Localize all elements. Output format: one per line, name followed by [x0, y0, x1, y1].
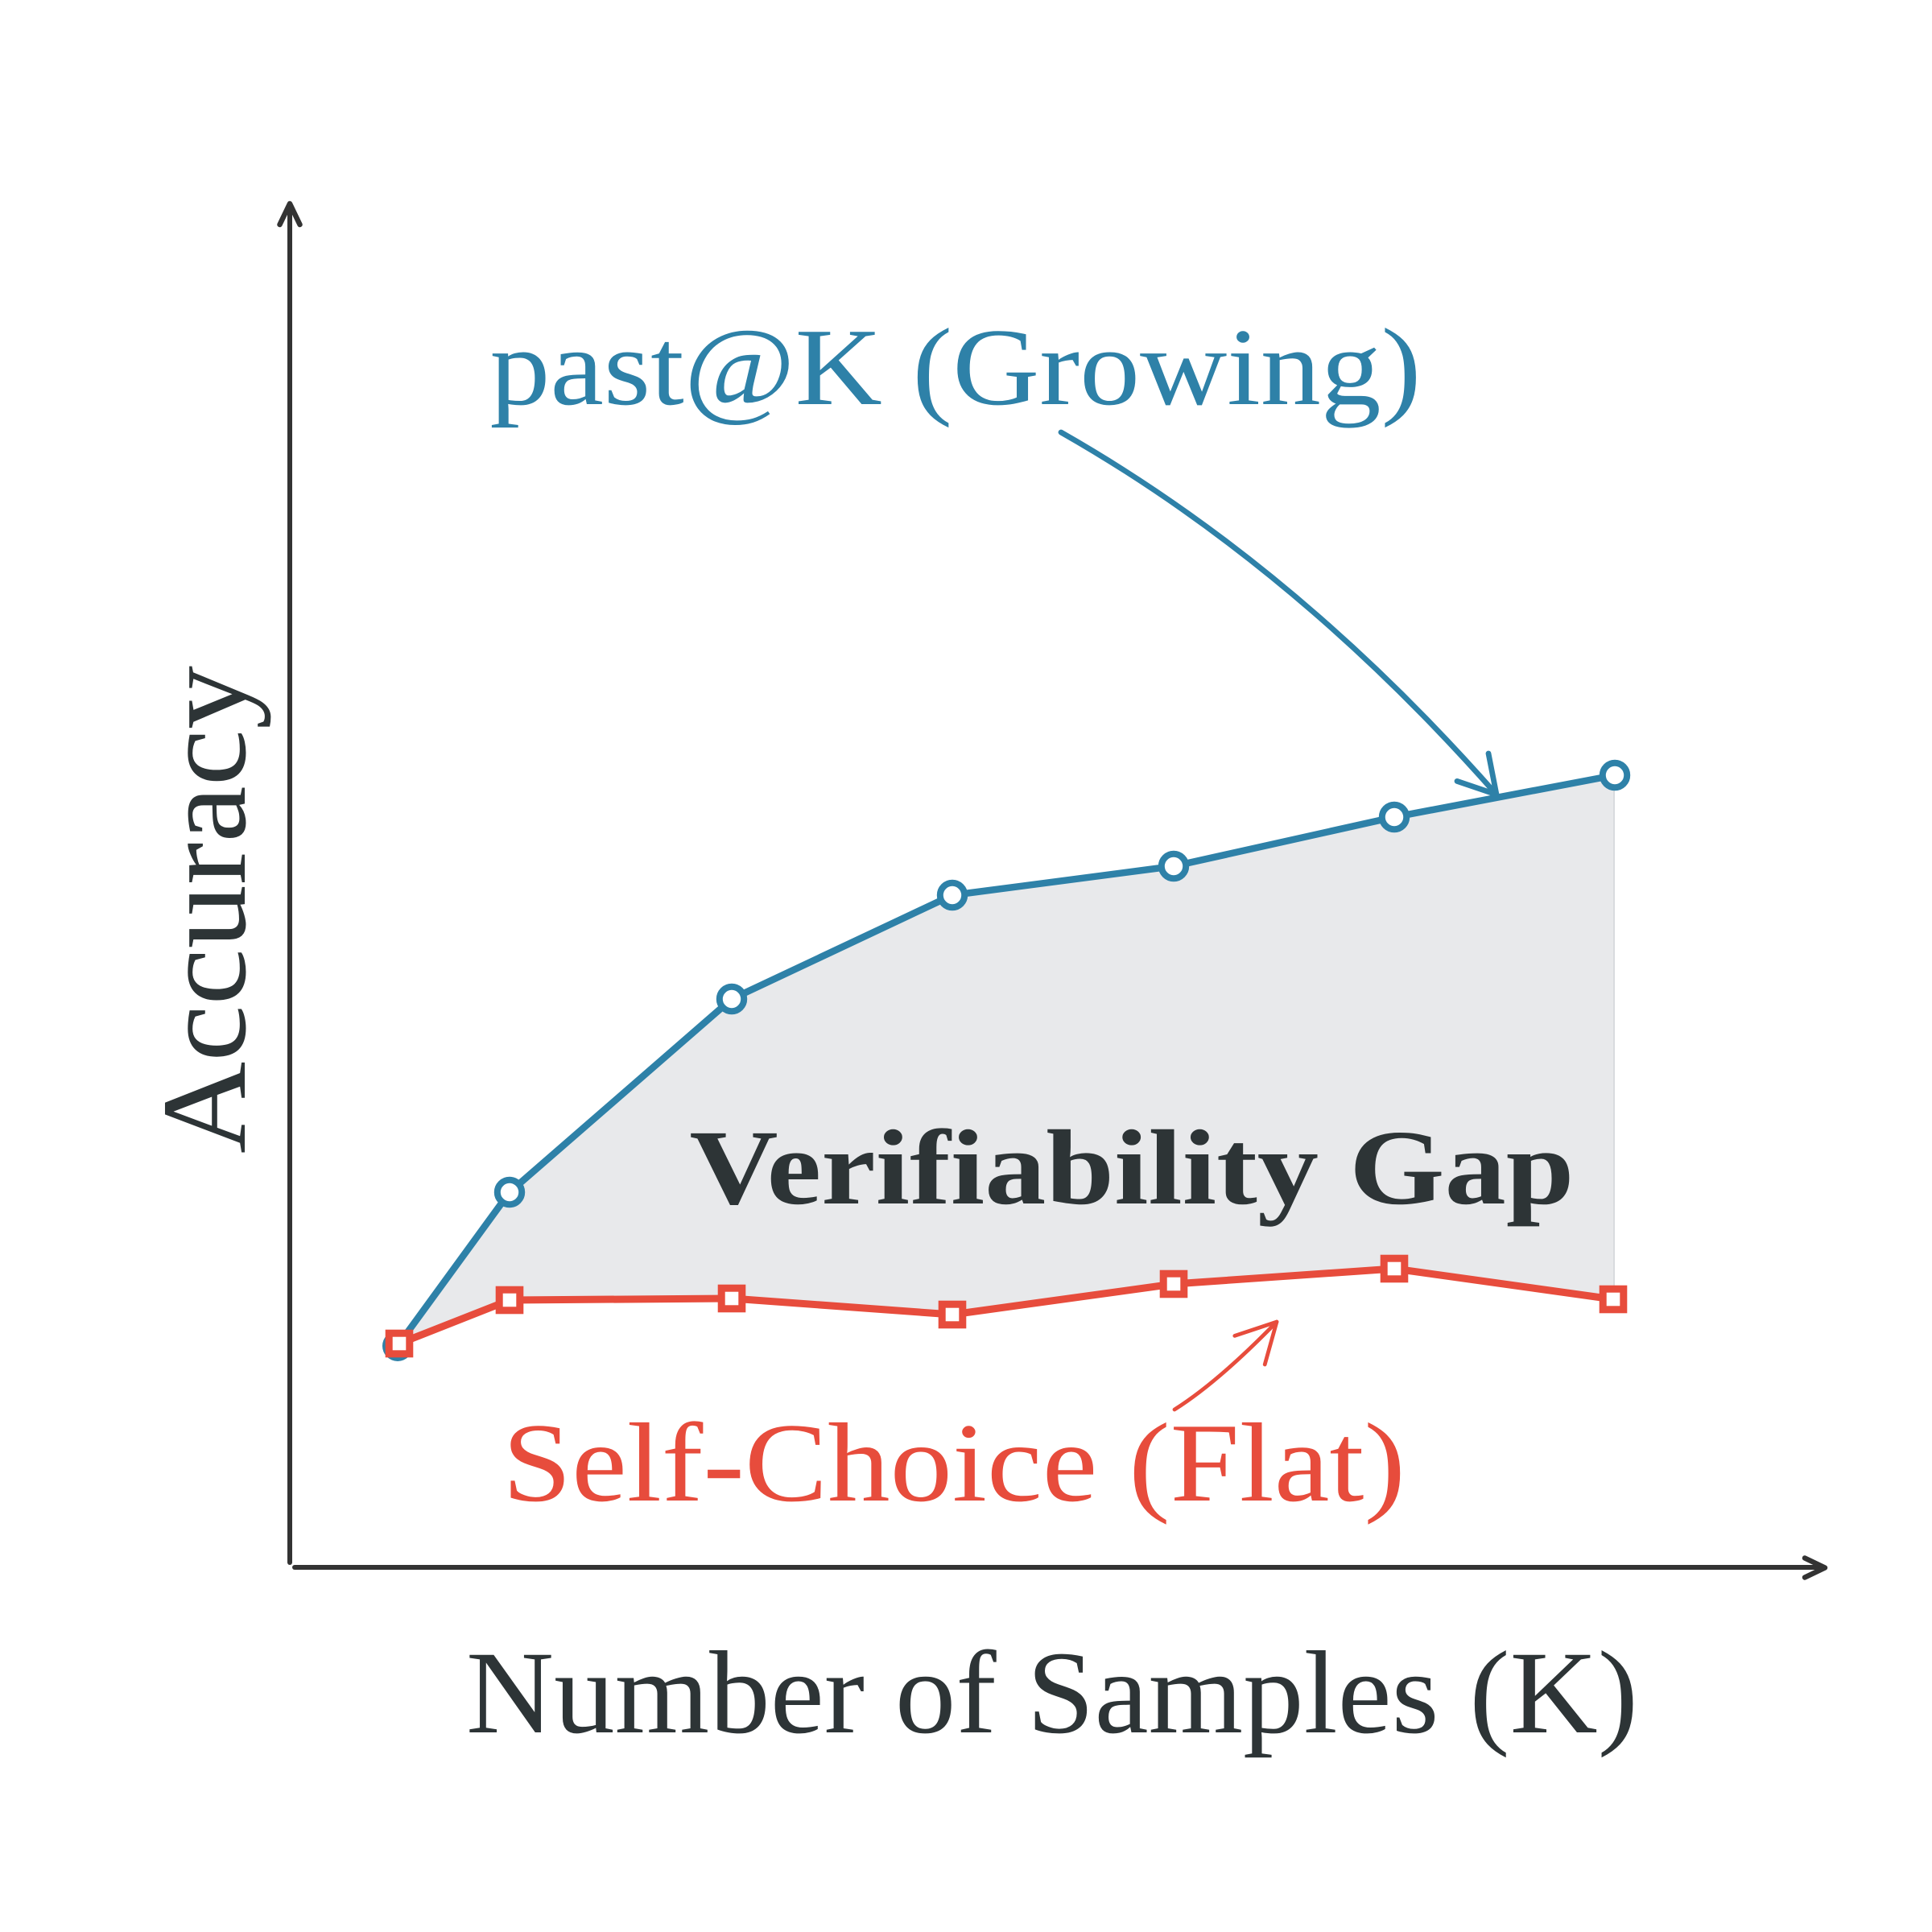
svg-text:Self-Choice (Flat): Self-Choice (Flat)	[502, 1401, 1406, 1525]
svg-text:Number of Samples (K): Number of Samples (K)	[466, 1627, 1638, 1758]
svg-text:Accuracy: Accuracy	[138, 666, 271, 1154]
svg-text:Verifiability Gap: Verifiability Gap	[690, 1108, 1575, 1227]
svg-text:past@K (Growing): past@K (Growing)	[490, 306, 1422, 428]
